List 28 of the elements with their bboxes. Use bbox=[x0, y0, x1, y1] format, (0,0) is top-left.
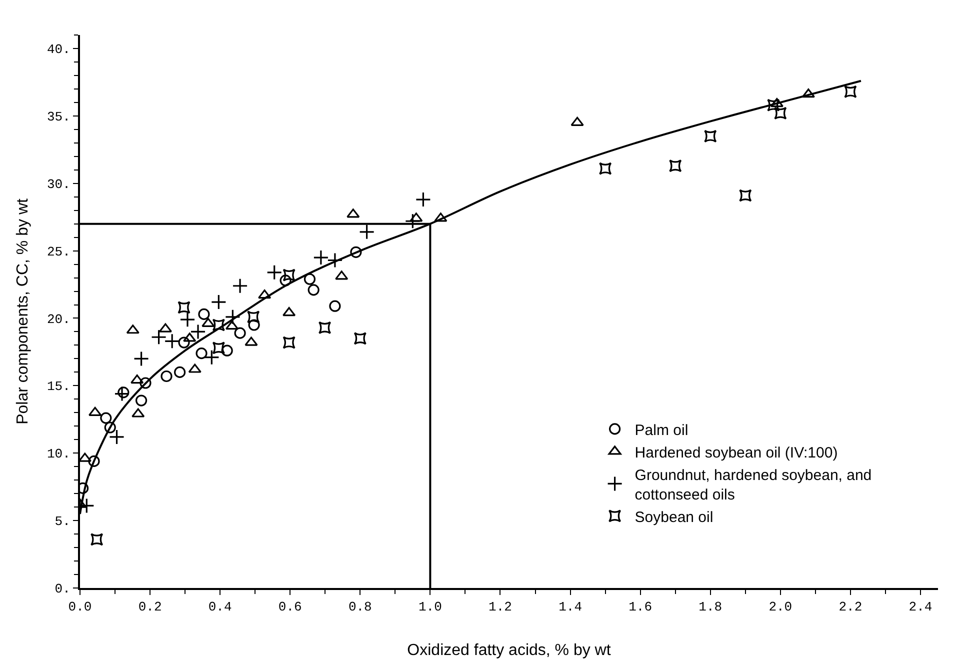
x-axis-title: Oxidized fatty acids, % by wt bbox=[407, 642, 612, 659]
y-tick-label: 35. bbox=[46, 109, 70, 124]
y-tick-label: 25. bbox=[46, 244, 70, 260]
x-tick-label: 2.2 bbox=[838, 600, 862, 615]
y-tick-label: 15. bbox=[46, 379, 70, 394]
legend-label: Hardened soybean oil (IV:100) bbox=[634, 444, 838, 462]
legend-label: Palm oil bbox=[634, 422, 688, 439]
y-tick-label: 40. bbox=[46, 42, 70, 58]
y-tick-label: 20. bbox=[46, 312, 70, 327]
x-tick-label: 0.8 bbox=[348, 600, 372, 615]
y-tick-label: 10. bbox=[46, 446, 70, 462]
x-tick-label: 1.0 bbox=[418, 600, 442, 615]
y-tick-label: 0. bbox=[54, 582, 70, 597]
y-axis-title: Polar components, CC, % by wt bbox=[14, 198, 32, 424]
x-tick-label: 0.2 bbox=[138, 600, 162, 615]
x-tick-label: 2.4 bbox=[908, 600, 932, 615]
x-tick-label: 1.8 bbox=[698, 600, 722, 615]
x-tick-label: 0.0 bbox=[68, 600, 92, 615]
x-tick-label: 1.6 bbox=[628, 600, 652, 615]
legend-label: Groundnut, hardened soybean, and cottonseed oils bbox=[634, 466, 872, 504]
x-tick-label: 1.4 bbox=[558, 600, 582, 615]
x-tick-label: 1.2 bbox=[488, 600, 512, 615]
x-tick-label: 0.4 bbox=[208, 600, 232, 615]
y-tick-label: 30. bbox=[46, 176, 70, 192]
y-tick-label: 5. bbox=[54, 514, 70, 530]
legend-label: Soybean oil bbox=[634, 508, 714, 526]
x-tick-label: 0.6 bbox=[278, 600, 302, 615]
x-tick-label: 2.0 bbox=[768, 600, 792, 615]
